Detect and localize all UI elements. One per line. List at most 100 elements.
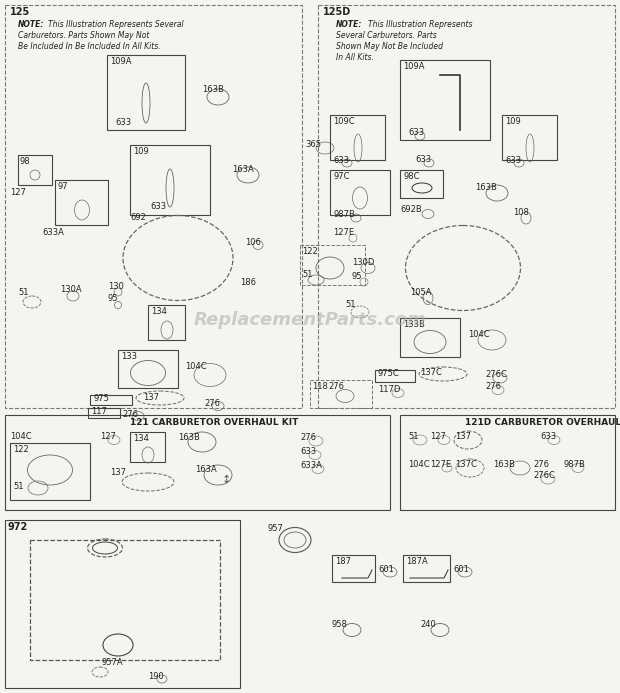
Text: 137C: 137C <box>420 368 442 377</box>
Bar <box>5 415 390 510</box>
Bar <box>5 520 240 688</box>
Text: 137: 137 <box>143 393 159 402</box>
Text: 127E: 127E <box>430 460 451 469</box>
Text: 133B: 133B <box>403 320 425 329</box>
Bar <box>30 540 220 660</box>
Text: ReplacementParts.com: ReplacementParts.com <box>193 311 427 329</box>
Text: 163B: 163B <box>493 460 515 469</box>
Bar <box>90 395 132 405</box>
Text: 98C: 98C <box>403 172 420 181</box>
Bar <box>318 5 615 408</box>
Text: 97C: 97C <box>333 172 350 181</box>
Text: 108: 108 <box>513 208 529 217</box>
Text: 276: 276 <box>300 433 316 442</box>
Text: Be Included In Be Included In All Kits.: Be Included In Be Included In All Kits. <box>18 42 161 51</box>
Text: 118: 118 <box>312 382 328 391</box>
Bar <box>5 5 302 408</box>
Bar <box>403 555 450 582</box>
Text: 121D CARBURETOR OVERHAUL KIT: 121D CARBURETOR OVERHAUL KIT <box>465 418 620 427</box>
Text: 276C: 276C <box>485 370 507 379</box>
Bar <box>55 180 108 225</box>
Bar <box>375 370 415 382</box>
Bar <box>330 115 385 160</box>
Text: 95: 95 <box>352 272 363 281</box>
Text: 137: 137 <box>455 432 471 441</box>
Text: 51: 51 <box>302 270 312 279</box>
Bar <box>502 115 557 160</box>
Bar <box>400 170 443 198</box>
Bar <box>400 318 460 357</box>
Text: 125: 125 <box>10 7 30 17</box>
Text: 633: 633 <box>300 447 316 456</box>
Text: 125D: 125D <box>323 7 352 17</box>
Text: 163B: 163B <box>202 85 224 94</box>
Bar <box>18 155 52 185</box>
Text: 187A: 187A <box>406 557 428 566</box>
Bar <box>300 245 365 285</box>
Text: 98: 98 <box>20 157 30 166</box>
Text: 109A: 109A <box>403 62 425 71</box>
Text: 130: 130 <box>108 282 124 291</box>
Text: 104C: 104C <box>185 362 206 371</box>
Text: 633A: 633A <box>300 461 322 470</box>
Text: 633A: 633A <box>42 228 64 237</box>
Bar <box>400 60 490 140</box>
Text: 240: 240 <box>420 620 436 629</box>
Text: 109: 109 <box>505 117 521 126</box>
Text: 186: 186 <box>240 278 256 287</box>
Bar <box>400 415 615 510</box>
Text: 633: 633 <box>408 128 424 137</box>
Text: 134: 134 <box>151 307 167 316</box>
Text: Several Carburetors. Parts: Several Carburetors. Parts <box>336 31 436 40</box>
Text: 601: 601 <box>453 565 469 574</box>
Text: 104C: 104C <box>408 460 430 469</box>
Text: 134: 134 <box>133 434 149 443</box>
Text: 987B: 987B <box>563 460 585 469</box>
Text: 163B: 163B <box>475 183 497 192</box>
Text: 633: 633 <box>415 155 431 164</box>
Bar <box>148 305 185 340</box>
Text: 187: 187 <box>335 557 351 566</box>
Text: NOTE:: NOTE: <box>18 20 45 29</box>
Text: 51: 51 <box>408 432 419 441</box>
Text: 127: 127 <box>430 432 446 441</box>
Text: 127: 127 <box>100 432 116 441</box>
Text: Carburetors. Parts Shown May Not: Carburetors. Parts Shown May Not <box>18 31 149 40</box>
Text: 276C: 276C <box>533 471 555 480</box>
Text: 692B: 692B <box>400 205 422 214</box>
Text: 163A: 163A <box>232 165 254 174</box>
Text: 51: 51 <box>13 482 24 491</box>
Text: 633: 633 <box>540 432 556 441</box>
Text: ↕: ↕ <box>222 475 231 485</box>
Text: 127E: 127E <box>333 228 354 237</box>
Text: 95: 95 <box>108 294 118 303</box>
Text: 137C: 137C <box>455 460 477 469</box>
Text: 365: 365 <box>305 140 321 149</box>
Bar <box>88 408 120 418</box>
Text: 633: 633 <box>150 202 166 211</box>
Text: 957: 957 <box>267 524 283 533</box>
Bar <box>130 145 210 215</box>
Text: 957A: 957A <box>102 658 123 667</box>
Bar <box>10 443 90 500</box>
Text: 958: 958 <box>332 620 348 629</box>
Text: 122: 122 <box>302 247 317 256</box>
Text: 105A: 105A <box>410 288 432 297</box>
Text: 163B: 163B <box>178 433 200 442</box>
Text: 121 CARBURETOR OVERHAUL KIT: 121 CARBURETOR OVERHAUL KIT <box>130 418 298 427</box>
Text: 276: 276 <box>533 460 549 469</box>
Text: 127: 127 <box>10 188 26 197</box>
Text: 163A: 163A <box>195 465 217 474</box>
Text: 601: 601 <box>378 565 394 574</box>
Text: 987B: 987B <box>333 210 355 219</box>
Text: 692: 692 <box>130 213 146 222</box>
Text: 117: 117 <box>91 407 107 416</box>
Text: 276: 276 <box>328 382 344 391</box>
Text: 104C: 104C <box>10 432 32 441</box>
Text: 133: 133 <box>121 352 137 361</box>
Text: 130A: 130A <box>60 285 82 294</box>
Text: 276: 276 <box>204 399 220 408</box>
Text: 633: 633 <box>333 156 349 165</box>
Text: 109C: 109C <box>333 117 355 126</box>
Text: 51: 51 <box>345 300 355 309</box>
